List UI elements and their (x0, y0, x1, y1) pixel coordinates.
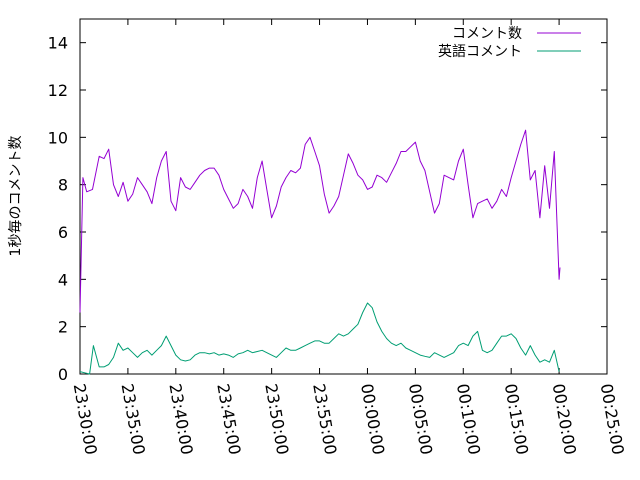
y-tick-label: 12 (48, 81, 68, 100)
x-tick-label: 23:30:00 (70, 382, 101, 456)
y-tick-label: 4 (58, 270, 68, 289)
x-tick-label: 23:55:00 (309, 382, 340, 456)
y-axis: 0 2 4 6 8 10 12 14 (48, 34, 607, 384)
series-line-1 (79, 129, 561, 313)
x-tick-label: 23:35:00 (118, 382, 149, 456)
series-layer (79, 129, 561, 375)
series-line-2 (79, 302, 560, 375)
x-tick-label: 00:20:00 (549, 382, 580, 456)
x-tick-label: 00:05:00 (405, 382, 436, 456)
x-tick-label: 00:25:00 (597, 382, 628, 456)
x-tick-label: 00:00:00 (357, 382, 388, 456)
y-tick-label: 2 (58, 318, 68, 337)
x-axis: 23:30:00 23:35:00 23:40:00 23:45:00 23:50:00… (70, 19, 628, 456)
plot-frame (79, 18, 608, 375)
x-tick-label: 00:10:00 (453, 382, 484, 456)
legend-label-2: 英語コメント (438, 43, 522, 60)
y-tick-label: 8 (58, 176, 68, 195)
plot-area (79, 18, 608, 375)
y-axis-label: 1秒毎のコメント数 (8, 136, 24, 257)
y-tick-label: 14 (48, 34, 68, 53)
x-tick-label: 23:40:00 (165, 382, 196, 456)
x-tick-label: 23:45:00 (213, 382, 244, 456)
legend-label-1: コメント数 (452, 26, 522, 42)
y-tick-label: 10 (48, 128, 68, 147)
x-tick-label: 23:50:00 (261, 382, 292, 456)
x-tick-label: 00:15:00 (501, 382, 532, 456)
y-tick-label: 6 (58, 223, 68, 242)
y-tick-label: 0 (58, 365, 68, 384)
